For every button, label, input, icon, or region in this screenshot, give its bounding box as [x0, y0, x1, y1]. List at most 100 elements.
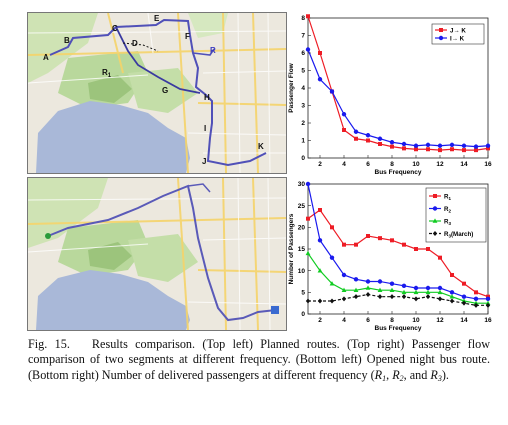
figure-caption: Fig. 15. Results comparison. (Top left) …: [28, 337, 491, 383]
data-point: [473, 296, 479, 302]
x-tick-label: 2: [318, 161, 322, 168]
r1-label: R1: [102, 68, 112, 79]
data-point: [401, 283, 407, 289]
legend-marker: [439, 28, 443, 32]
data-point: [377, 294, 383, 300]
data-point: [437, 285, 443, 291]
data-point: [413, 143, 419, 148]
legend-marker: [432, 218, 438, 223]
point-label-a: A: [43, 53, 49, 62]
data-point: [329, 255, 335, 260]
night-bus-route-map-graphic: [28, 178, 286, 330]
data-point: [341, 296, 347, 302]
night-bus-route-map: [27, 177, 287, 331]
point-label-f: F: [185, 32, 190, 41]
data-point: [413, 289, 419, 295]
x-tick-label: 4: [342, 161, 346, 168]
legend-label: I→ K: [450, 35, 465, 42]
data-point: [414, 247, 418, 251]
x-tick-label: 12: [436, 161, 444, 168]
passenger-flow-chart: 2 4 6 8 10 12 14 16 0 1 2 3 4 5 6 7 8 Bus Frequency Passen…: [288, 10, 500, 178]
y-tick-label: 25: [298, 203, 306, 210]
data-point: [365, 133, 371, 138]
data-point: [342, 128, 346, 132]
data-point: [485, 143, 491, 148]
data-point: [305, 181, 311, 187]
data-point: [366, 138, 370, 143]
data-point: [473, 144, 479, 149]
data-point: [449, 290, 455, 295]
y-tick-label: 7: [301, 33, 305, 40]
data-point: [401, 294, 407, 300]
series-2: [305, 47, 491, 149]
data-point: [305, 47, 311, 52]
legend: R1 R2 R3 R3(March): [425, 187, 487, 243]
series-line: [307, 252, 488, 304]
y-tick-label: 2: [301, 120, 305, 127]
series-line: [307, 209, 489, 298]
legend-marker: [438, 35, 444, 41]
data-point: [462, 281, 466, 286]
x-tick-label: 6: [366, 317, 370, 324]
data-point: [329, 89, 335, 94]
data-point: [305, 250, 311, 256]
data-point: [305, 298, 311, 304]
data-point: [306, 14, 310, 19]
x-tick-label: 10: [412, 317, 420, 324]
lake: [36, 101, 190, 173]
point-label-j: J: [202, 157, 206, 166]
data-point: [402, 242, 406, 247]
x-tick-label: 16: [484, 317, 492, 324]
data-point: [341, 272, 347, 278]
x-tick-label: 6: [366, 161, 370, 168]
legend-marker: [432, 206, 438, 211]
data-point: [365, 292, 371, 297]
x-tick-label: 8: [390, 317, 394, 324]
data-point: [365, 279, 371, 284]
route-start-marker: [45, 233, 51, 239]
y-tick-label: 30: [298, 181, 306, 188]
y-tick-label: 0: [301, 155, 305, 162]
legend-marker: [432, 231, 438, 236]
y-tick-label: 10: [298, 268, 306, 275]
legend-label: R2: [444, 206, 451, 214]
x-tick-label: 14: [460, 161, 468, 168]
planned-routes-map: A B C D E F G H I J K R1 R: [27, 12, 287, 174]
data-point: [354, 242, 358, 247]
data-point: [473, 302, 479, 308]
point-label-b: B: [64, 36, 70, 45]
y-tick-label: 6: [301, 50, 305, 57]
y-axis-label: Passenger Flow: [288, 62, 295, 112]
legend-label: R3(March): [444, 231, 473, 239]
data-point: [377, 287, 383, 292]
delivered-passengers-chart: 2 4 6 8 10 12 14 16 0 5 10 15 20 25 30 Bus Frequency Num…: [288, 178, 500, 336]
data-point: [461, 300, 467, 306]
data-point: [341, 112, 347, 117]
y-tick-label: 0: [301, 311, 305, 318]
x-axis-label: Bus Frequency: [375, 325, 422, 332]
data-point: [426, 147, 430, 152]
data-point: [341, 287, 347, 292]
point-label-k: K: [258, 142, 264, 151]
caption-label: Fig. 15.: [28, 337, 70, 351]
point-label-d: D: [132, 39, 138, 48]
data-point: [342, 242, 346, 247]
data-point: [449, 294, 455, 299]
data-point: [449, 142, 455, 148]
data-point: [390, 144, 394, 149]
data-point: [353, 294, 359, 300]
data-point: [377, 279, 383, 284]
data-point: [377, 136, 383, 141]
series-3: [305, 250, 491, 305]
data-point: [450, 273, 454, 277]
caption-var-r2: R2: [392, 367, 404, 383]
data-point: [366, 234, 370, 238]
x-tick-label: 16: [484, 161, 492, 168]
data-point: [354, 136, 358, 141]
data-point: [437, 289, 443, 295]
data-point: [378, 142, 382, 146]
delivered-passengers-chart-svg: 2 4 6 8 10 12 14 16 0 5 10 15 20 25 30 Bus Frequency Num…: [288, 181, 492, 332]
night-route-path: [47, 184, 277, 322]
data-point: [461, 143, 467, 148]
